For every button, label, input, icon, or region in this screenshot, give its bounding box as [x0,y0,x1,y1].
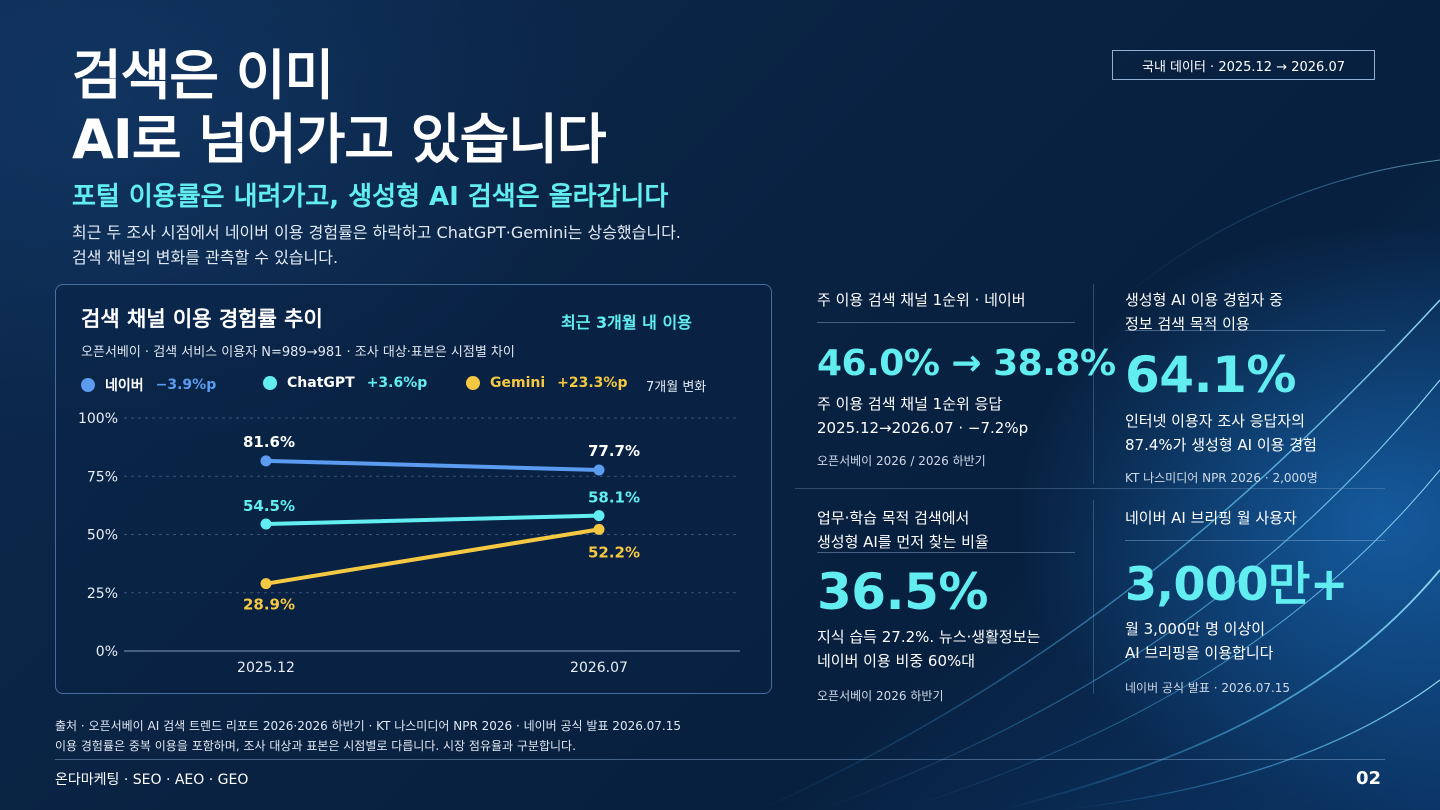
chart-legend: 네이버 −3.9%p ChatGPT +3.6%p Gemini +23.3%p… [81,375,761,397]
kpi-desc-line1: 지식 습득 27.2%. 뉴스·생활정보는 [817,628,1041,646]
kpi-desc-line1: 월 3,000만 명 이상이 [1125,620,1266,638]
kpi-rule [1125,540,1385,541]
legend-item-naver: 네이버 −3.9%p [81,375,216,395]
legend-name: Gemini [490,375,546,391]
kpi-label: 주 이용 검색 채널 1순위 · 네이버 [817,291,1026,309]
footer-brand: 온다마케팅 · SEO · AEO · GEO [55,772,249,788]
kpi-desc-line2: 87.4%가 생성형 AI 이용 경험 [1125,436,1317,454]
y-tick-label: 50% [87,528,118,544]
page-number: 02 [1356,768,1382,789]
kpi-value: 36.5% [817,563,988,621]
kpi-label: 네이버 AI 브리핑 월 사용자 [1125,509,1297,527]
kpi-desc-line1: 주 이용 검색 채널 1순위 응답 [817,395,1003,413]
kpi-source: 오픈서베이 2026 하반기 [817,689,944,703]
footer-divider [55,759,1385,760]
kpi-label-line2: 생성형 AI를 먼저 찾는 비율 [817,533,989,551]
kpi-vertical-divider-bottom [1093,500,1094,694]
series-line [264,527,601,586]
page-title-line1: 검색은 이미 [72,44,334,107]
legend-change: −3.9%p [155,377,217,393]
data-label: 52.2% [588,543,640,561]
page-description: 최근 두 조사 시점에서 네이버 이용 경험률은 하락하고 ChatGPT·Ge… [72,220,681,270]
legend-item-gemini: Gemini +23.3%p [466,375,627,391]
data-point [260,578,272,590]
kpi-desc-line2: 네이버 이용 비중 60%대 [817,652,976,670]
kpi-desc-line1: 인터넷 이용자 조사 응답자의 [1125,412,1305,430]
chart-card: 검색 채널 이용 경험률 추이 최근 3개월 내 이용 오픈서베이 · 검색 서… [55,284,772,694]
kpi-ai-briefing-users: 네이버 AI 브리핑 월 사용자 3,000만+ 월 3,000만 명 이상이 … [1125,506,1385,696]
data-label: 54.5% [243,497,295,515]
kpi-desc-line2: 2025.12→2026.07 · −7.2%p [817,419,1029,437]
page-subtitle: 포털 이용률은 내려가고, 생성형 AI 검색은 올라갑니다 [72,182,669,212]
data-label: 28.9% [243,596,295,614]
legend-name: 네이버 [105,378,144,394]
y-tick-label: 0% [96,644,118,660]
period-badge: 국내 데이터 · 2025.12 → 2026.07 [1112,50,1375,80]
kpi-genai-search: 생성형 AI 이용 경험자 중 정보 검색 목적 이용 64.1% 인터넷 이용… [1125,288,1385,486]
legend-dot-gemini [466,376,480,390]
data-point [593,523,605,535]
kpi-rule [817,552,1075,553]
kpi-desc-line2: AI 브리핑을 이용합니다 [1125,644,1274,662]
kpi-label-line1: 생성형 AI 이용 경험자 중 [1125,291,1283,309]
description-line1: 최근 두 조사 시점에서 네이버 이용 경험률은 하락하고 ChatGPT·Ge… [72,223,681,242]
kpi-value: 64.1% [1125,346,1296,404]
legend-dot-chatgpt [263,376,277,390]
kpi-naver-share: 주 이용 검색 채널 1순위 · 네이버 46.0% → 38.8% 주 이용 … [817,288,1116,469]
sources-line2: 이용 경험률은 중복 이용을 포함하며, 조사 대상과 표본은 시점별로 다릅니… [55,739,576,753]
kpi-label-line1: 업무·학습 목적 검색에서 [817,509,970,527]
chart-title: 검색 채널 이용 경험률 추이 [81,307,323,331]
sources-line1: 출처 · 오픈서베이 AI 검색 트렌드 리포트 2026·2026 하반기 ·… [55,719,682,733]
kpi-value: 3,000만+ [1125,557,1348,611]
sources-note: 출처 · 오픈서베이 AI 검색 트렌드 리포트 2026·2026 하반기 ·… [55,716,681,756]
kpi-vertical-divider-top [1093,284,1094,484]
kpi-source: 오픈서베이 2026 / 2026 하반기 [817,454,986,468]
data-point [593,464,605,476]
page-title: 검색은 이미 AI로 넘어가고 있습니다 [72,44,607,172]
kpi-horizontal-divider [795,488,1385,489]
legend-change: +23.3%p [557,375,628,391]
data-point [260,455,272,467]
legend-name: ChatGPT [287,375,355,391]
data-label: 58.1% [588,489,640,507]
legend-dot-naver [81,378,95,392]
kpi-source: 네이버 공식 발표 · 2026.07.15 [1125,681,1291,695]
kpi-value: 46.0% → 38.8% [817,343,1116,384]
kpi-rule [1125,330,1385,331]
legend-note: 7개월 변화 [646,380,707,395]
line-chart: 100% 75% 50% 25% 0% 2025.12 2026.07 81.6% 77.7% 5… [78,411,740,676]
legend-item-chatgpt: ChatGPT +3.6%p [263,375,427,391]
chart-period-badge: 최근 3개월 내 이용 [561,313,692,332]
data-label: 81.6% [243,433,295,451]
legend-change: +3.6%p [366,375,428,391]
kpi-source: KT 나스미디어 NPR 2026 · 2,000명 [1125,471,1318,485]
kpi-label-line2: 정보 검색 목적 이용 [1125,315,1250,333]
kpi-rule [817,322,1075,323]
x-tick-label: 2025.12 [237,660,295,676]
series-line [264,458,601,472]
data-point [260,518,272,530]
page-title-line2: AI로 넘어가고 있습니다 [72,108,607,171]
x-tick-label: 2026.07 [570,660,628,676]
y-tick-label: 100% [78,411,118,427]
y-tick-label: 25% [87,586,118,602]
kpi-work-search: 업무·학습 목적 검색에서 생성형 AI를 먼저 찾는 비율 36.5% 지식 … [817,506,1075,704]
data-point [593,510,605,522]
data-label: 77.7% [588,442,640,460]
y-tick-label: 75% [87,469,118,485]
chart-subtitle: 오픈서베이 · 검색 서비스 이용자 N=989→981 · 조사 대상·표본은… [81,345,515,360]
series-line [264,513,601,527]
description-line2: 검색 채널의 변화를 관측할 수 있습니다. [72,248,339,267]
